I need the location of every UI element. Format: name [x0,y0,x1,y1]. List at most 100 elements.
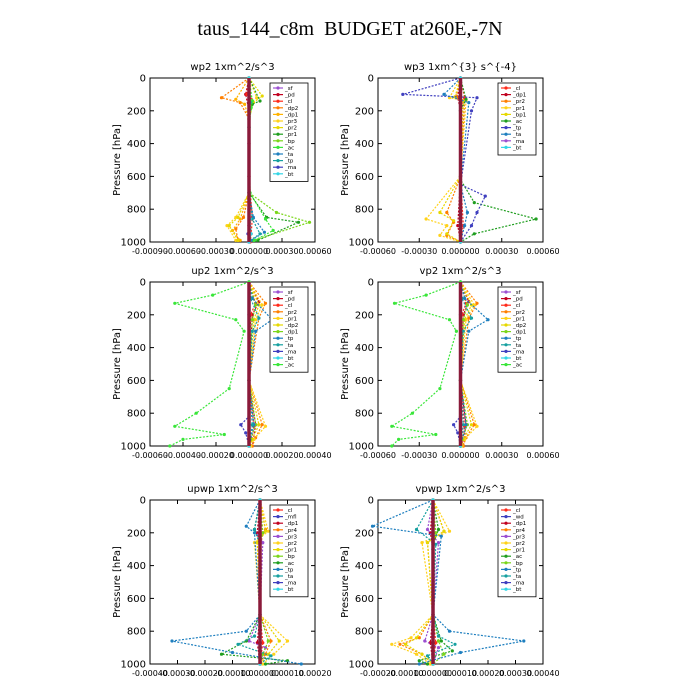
data-point [266,639,270,643]
data-point [241,215,246,219]
legend-marker [276,139,280,143]
legend-marker [504,330,508,334]
legend-label: _sf [512,290,522,296]
data-point [219,652,224,656]
y-tick-label: 400 [127,343,146,354]
data-point [307,220,312,224]
legend-label: _pr1 [284,132,297,138]
data-point [469,224,474,228]
legend-label: _ma [512,349,524,355]
legend-marker [504,541,508,545]
data-point [261,541,265,545]
data-point [263,217,268,221]
x-tick-label: -0.00010 [215,669,251,678]
data-point [463,296,467,300]
data-point [445,232,449,236]
legend-label: _ma [284,581,296,587]
data-point [390,424,394,428]
data-point [436,634,441,638]
data-point [250,329,254,333]
y-tick-label: 600 [127,376,146,387]
y-tick-label: 0 [368,496,374,507]
legend-marker [276,574,280,578]
data-point [442,652,446,656]
data-point [230,650,235,655]
legend-label: _ta [284,574,293,580]
data-point [236,642,240,646]
legend-label: _mfl [284,515,297,521]
legend-label: _dp2 [512,323,526,329]
legend-label: _bt [512,145,522,151]
series-line [248,281,260,447]
legend-marker [276,93,280,97]
data-point [467,101,471,105]
legend-marker [276,587,280,591]
data-point [257,316,261,320]
legend-label: _pr2 [512,99,525,105]
legend-label: _dp1 [284,330,298,336]
data-point [461,423,465,427]
data-point [263,529,268,533]
legend-label: _tp [284,159,294,165]
data-point [417,636,421,640]
data-point [438,233,442,237]
legend-marker [504,290,508,294]
data-point [262,230,266,234]
legend-label: _sf [284,290,294,296]
data-point [250,217,254,221]
data-point [225,224,229,228]
data-point [401,92,405,96]
series-line [457,77,462,243]
legend-label: _cl [284,99,293,105]
data-point [463,224,467,228]
data-point [475,96,479,100]
legend-label: _bt [284,172,294,178]
legend-marker [276,310,280,314]
x-tick-label: 0.000000 [414,669,452,678]
chart-title: vpwp 1xm^2/s^3 [415,484,505,495]
legend-marker [504,106,508,110]
legend-marker [504,567,508,572]
data-point [410,411,414,415]
y-axis-label: Pressure [hPa] [340,546,351,618]
data-point [299,662,303,666]
data-point [247,639,251,643]
data-point [260,423,264,427]
x-tick-label: -0.00060 [132,451,168,460]
legend-label: _ac [512,363,522,369]
data-point [472,201,476,205]
data-point [475,210,479,215]
legend-marker [276,99,280,103]
x-tick-label: -0.00060 [165,247,201,256]
data-point [181,437,185,441]
legend-marker [504,508,508,512]
data-point [438,387,442,391]
y-tick-label: 600 [127,594,146,605]
y-tick-label: 1000 [121,660,146,671]
y-tick-label: 400 [355,561,374,572]
y-tick-label: 200 [355,106,374,117]
data-point [258,99,262,103]
legend-label: _ta [512,343,521,349]
chart-title: up2 1xm^2/s^3 [191,266,273,277]
legend-marker [276,152,280,156]
data-point [398,642,402,646]
legend-marker [276,132,280,136]
data-point [236,215,240,219]
legend-label: _ma [512,581,524,587]
data-point [439,534,443,538]
y-tick-label: 0 [140,496,146,507]
data-point [467,329,471,333]
data-point [423,639,427,643]
data-point [168,444,172,448]
data-point [257,423,261,427]
x-tick-label: 0.000000 [441,451,479,460]
data-point [438,210,442,215]
legend-label: _wd [512,515,524,521]
data-point [469,423,474,427]
legend-marker [504,119,508,123]
data-point [469,316,474,320]
legend-label: _pr4 [512,528,526,534]
legend-marker [276,112,280,116]
legend-marker [276,323,280,327]
